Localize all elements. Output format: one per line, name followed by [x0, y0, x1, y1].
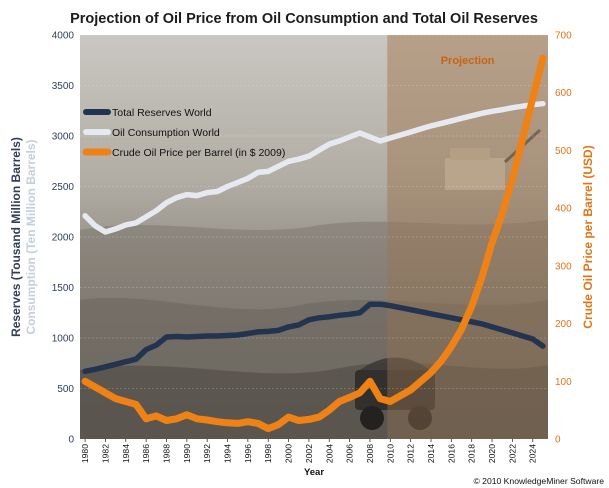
- x-tick-label: 2024: [528, 444, 538, 463]
- x-tick-label: 1982: [100, 444, 110, 463]
- left-axis-title: Reserves (Tousand Million Barrels): [9, 137, 23, 337]
- x-tick-label: 1996: [243, 444, 253, 463]
- x-tick-label: 1990: [182, 444, 192, 463]
- x-tick-label: 2010: [385, 444, 395, 463]
- right-tick-label: 500: [555, 146, 572, 157]
- x-tick-label: 1998: [263, 444, 273, 463]
- x-tick-label: 1984: [121, 444, 131, 463]
- left-tick-label: 500: [57, 384, 74, 395]
- x-tick-label: 1988: [161, 444, 171, 463]
- x-tick-label: 2016: [446, 444, 456, 463]
- x-tick-label: 2000: [284, 444, 294, 463]
- series-oil-consumption-line: [82, 100, 546, 235]
- left-tick-label: 2000: [52, 233, 75, 244]
- legend: Total Reserves World Oil Consumption Worl…: [82, 107, 285, 159]
- legend-item-consumption-label: Oil Consumption World: [112, 127, 220, 139]
- x-tick-label: 2018: [467, 444, 477, 463]
- series-lines: [81, 54, 547, 433]
- x-tick-label: 2014: [426, 444, 436, 463]
- chart-title: Projection of Oil Price from Oil Consump…: [70, 11, 538, 27]
- x-axis-title: Year: [304, 467, 324, 478]
- left-tick-label: 3500: [52, 81, 75, 92]
- right-tick-label: 400: [555, 204, 572, 215]
- x-tick-label: 2004: [324, 444, 334, 463]
- x-tick-label: 2002: [304, 444, 314, 463]
- right-tick-label: 600: [555, 88, 572, 99]
- left-axis-ticks: 0 500 1000 1500 2000 2500 3000 3500 4000: [52, 31, 75, 446]
- gridlines: [80, 34, 548, 389]
- right-axis-title: Crude Oil Price per Barrel (USD): [581, 145, 595, 328]
- x-tick-label: 2020: [487, 444, 497, 463]
- x-tick-label: 2006: [345, 444, 355, 463]
- right-tick-label: 200: [555, 319, 572, 330]
- left-tick-label: 0: [68, 435, 74, 446]
- left-tick-label: 4000: [52, 31, 75, 42]
- x-tick-label: 1980: [80, 444, 90, 463]
- right-tick-label: 300: [555, 261, 572, 272]
- legend-item-price-label: Crude Oil Price per Barrel (in $ 2009): [112, 147, 285, 159]
- projection-label: Projection: [441, 55, 495, 67]
- plot-background: [80, 35, 548, 439]
- left-tick-label: 1000: [52, 334, 75, 345]
- x-tick-label: 2008: [365, 444, 375, 463]
- x-axis-ticks: 1980 1982 1984 1986 1988 1990 1992 1994 1996 1998…: [80, 439, 538, 463]
- left-tick-label: 2500: [52, 182, 75, 193]
- x-tick-label: 2022: [507, 444, 517, 463]
- right-tick-label: 0: [555, 435, 561, 446]
- left-tick-label: 1500: [52, 283, 75, 294]
- right-axis-ticks: 0 100 200 300 400 500 600 700: [555, 31, 572, 446]
- x-tick-label: 1986: [141, 444, 151, 463]
- left-axis-secondary-title: Consumption (Ten Million Barrels): [24, 139, 38, 334]
- right-tick-label: 100: [555, 377, 572, 388]
- x-tick-label: 1994: [223, 444, 233, 463]
- left-tick-label: 3000: [52, 132, 75, 143]
- legend-item-reserves-label: Total Reserves World: [112, 107, 212, 119]
- x-tick-label: 1992: [202, 444, 212, 463]
- right-tick-label: 700: [555, 31, 572, 42]
- series-oil-price-line: [81, 54, 547, 433]
- projection-region: [387, 35, 548, 439]
- copyright-note: © 2010 KnowledgeMiner Software: [473, 476, 604, 486]
- x-tick-label: 2012: [406, 444, 416, 463]
